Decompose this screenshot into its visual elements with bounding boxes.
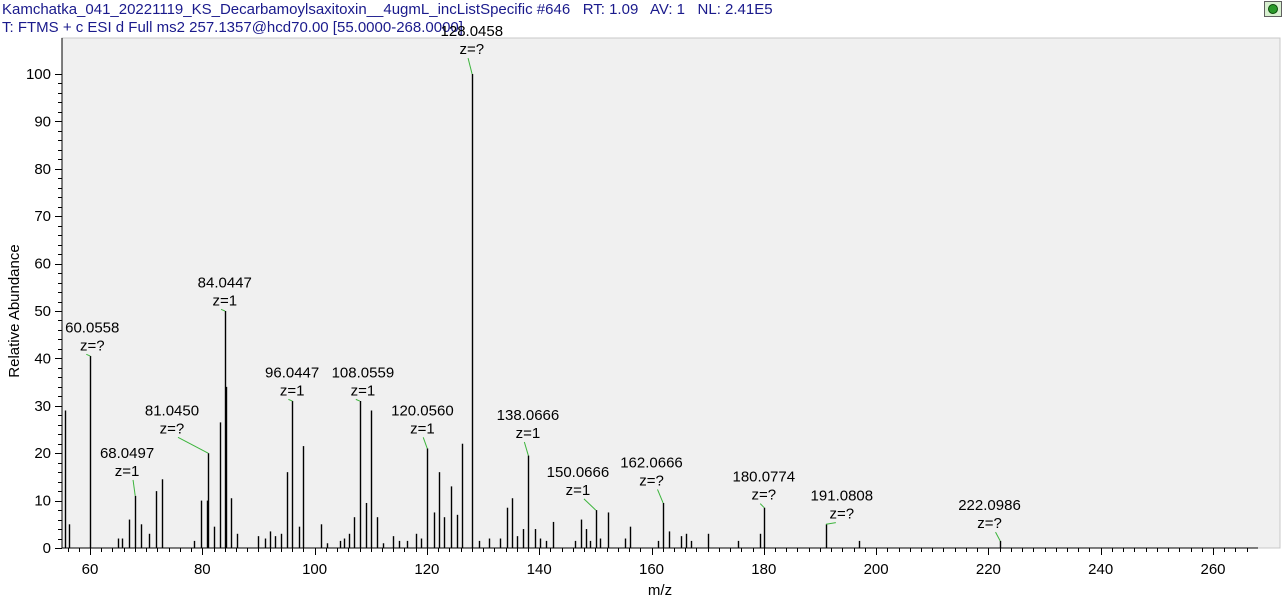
rt-value: 1.09 [609,1,639,18]
peak-charge-label: z=? [751,487,776,504]
label-connector [523,441,529,456]
x-tick-label: 140 [527,561,552,578]
nl-label: NL: [697,1,721,18]
peaks-layer [64,74,1002,548]
y-tick-label: 20 [34,445,51,462]
scan-filter-line: T: FTMS + c ESI d Full ms2 257.1357@hcd7… [2,19,463,36]
peak-charge-label: z=? [160,420,185,437]
label-connector [355,398,361,402]
label-connector [995,531,1001,542]
y-axis-ticks: 0 10 20 30 40 50 60 70 80 90 100 [26,66,62,557]
label-connector [825,522,836,525]
label-connector [422,437,428,449]
scan-filter: FTMS + c ESI d Full ms2 257.1357@hcd70.0… [17,19,463,36]
peak-mz-label: 96.0447 [265,364,319,381]
x-tick-label: 200 [864,561,889,578]
scan-number: #646 [536,1,571,18]
x-tick-label: 120 [414,561,439,578]
peak-mz-label: 180.0774 [733,469,796,486]
peak-charge-label: z=1 [280,382,305,399]
peak-mz-label: 191.0808 [811,488,874,505]
peak-charge-label: z=? [80,337,105,354]
peak-charge-label: z=1 [115,463,140,480]
y-tick-label: 40 [34,350,51,367]
peak-mz-label: 162.0666 [620,454,683,471]
av-value: 1 [676,1,686,18]
peak-charge-label: z=? [830,506,855,523]
peak-mz-label: 81.0450 [145,402,199,419]
y-tick-label: 10 [34,493,51,510]
peak-mz-label: 84.0447 [198,274,252,291]
y-tick-label: 90 [34,113,51,130]
y-tick-label: 60 [34,256,51,273]
peak-mz-label: 150.0666 [547,464,610,481]
y-tick-label: 30 [34,398,51,415]
x-tick-label: 240 [1088,561,1113,578]
y-tick-label: 100 [26,66,51,83]
raw-file-name: Kamchatka_041_20221119_KS_Decarbamoylsax… [2,1,533,18]
label-connector [220,308,226,312]
peak-charge-label: z=? [460,41,485,58]
peak-mz-label: 108.0559 [332,364,395,381]
label-connector [86,353,91,357]
peak-charge-label: z=1 [212,292,237,309]
label-connector [759,503,765,509]
y-tick-label: 0 [43,540,51,557]
label-connector [177,436,209,454]
peak-mz-label: 222.0986 [958,497,1021,514]
rt-label: RT: [582,1,605,18]
label-connector [467,57,473,75]
x-tick-label: 180 [751,561,776,578]
label-connector [657,489,664,504]
peak-mz-label: 68.0497 [100,445,154,462]
spectrum-header: Kamchatka_041_20221119_KS_Decarbamoylsax… [2,1,773,18]
x-tick-label: 100 [302,561,327,578]
peak-labels-layer: 60.0558z=?68.0497z=181.0450z=?84.0447z=1… [65,23,1021,542]
peak-charge-label: z=1 [351,382,376,399]
label-connector [132,479,136,496]
x-tick-label: 60 [82,561,99,578]
label-connector [583,498,597,511]
peak-charge-label: z=1 [410,420,435,437]
settings-ball-icon[interactable] [1264,1,1282,17]
peak-mz-label: 138.0666 [497,407,560,424]
peak-charge-label: z=1 [516,425,541,442]
av-label: AV: [649,1,673,18]
y-tick-label: 70 [34,208,51,225]
x-axis-ticks: 60 80 100 120 140 160 180 200 220 240 260 [68,548,1248,578]
label-connector [288,398,293,402]
x-tick-label: 80 [194,561,211,578]
peak-charge-label: z=1 [566,482,591,499]
peak-charge-label: z=? [639,472,664,489]
nl-value: 2.41E5 [725,1,773,18]
x-tick-label: 220 [976,561,1001,578]
y-tick-label: 80 [34,161,51,178]
x-tick-label: 160 [639,561,664,578]
y-tick-label: 50 [34,303,51,320]
peak-mz-label: 60.0558 [65,319,119,336]
plot-area [61,37,1281,549]
y-axis-title: Relative Abundance [6,244,23,377]
peak-mz-label: 128.0458 [441,23,504,40]
filter-prefix: T: [2,19,14,36]
x-tick-label: 260 [1200,561,1225,578]
peak-charge-label: z=? [977,515,1002,532]
peak-mz-label: 120.0560 [391,402,454,419]
x-axis-title: m/z [648,582,672,599]
